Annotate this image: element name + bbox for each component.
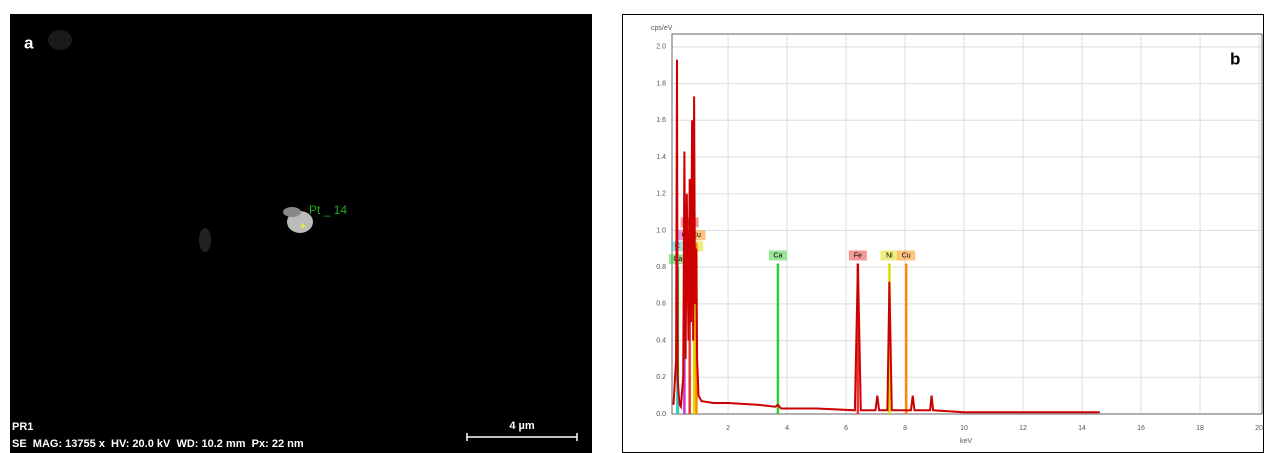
y-tick-label: 1.4 (656, 154, 666, 161)
sample-label: PR1 (12, 421, 33, 433)
element-tag (687, 230, 706, 241)
x-tick-label: 10 (960, 425, 968, 432)
chart-frame (622, 14, 1264, 453)
y-tick-label: 0.0 (656, 411, 666, 418)
x-tick-label: 2 (726, 425, 730, 432)
x-tick-label: 4 (785, 425, 789, 432)
y-tick-label: 1.6 (656, 117, 666, 124)
element-tag (848, 250, 867, 261)
x-tick-label: 20 (1255, 425, 1263, 432)
plot-area (671, 33, 1263, 415)
y-tick-label: 1.2 (656, 191, 666, 198)
y-tick-label: 0.6 (656, 301, 666, 308)
element-label: Ca (773, 252, 782, 259)
y-tick-label: 2.0 (656, 44, 666, 51)
y-tick-label: 1.0 (656, 227, 666, 234)
panel-label: a (24, 33, 34, 52)
point-label: Pt _ 14 (309, 203, 347, 217)
x-tick-label: 12 (1019, 425, 1027, 432)
element-tag (880, 250, 899, 261)
y-tick-label: 0.4 (656, 337, 666, 344)
element-label: Cu (902, 252, 911, 259)
x-tick-label: 8 (903, 425, 907, 432)
scale-bar (466, 433, 578, 441)
particle (199, 228, 211, 252)
x-axis-label: keV (960, 438, 972, 445)
particle (283, 207, 301, 217)
x-tick-label: 16 (1137, 425, 1145, 432)
x-tick-label: 6 (844, 425, 848, 432)
y-axis-label: cps/eV (651, 25, 673, 32)
point-marker: + (299, 219, 306, 233)
plot: 0.0 0.2 0.4 0.6 0.8 1.0 1.2 1.4 1.6 1.8 2.0 2 4 6 8 10 1… (651, 25, 1263, 445)
scale-label: 4 µm (509, 420, 535, 432)
particle (48, 30, 72, 50)
x-tick-label: 14 (1078, 425, 1086, 432)
y-tick-label: 1.8 (656, 80, 666, 87)
x-tick-label: 18 (1196, 425, 1204, 432)
spectrum (672, 59, 1100, 414)
y-tick-label: 0.8 (656, 264, 666, 271)
y-tick-label: 0.2 (656, 374, 666, 381)
element-tag (897, 250, 916, 261)
element-label: Ni (886, 252, 893, 259)
element-label: Fe (854, 252, 862, 259)
panel-label: b (1230, 49, 1240, 68)
sem-info: SE MAG: 13755 x HV: 20.0 kV WD: 10.2 mm … (12, 438, 304, 450)
element-tag (768, 250, 787, 261)
element-label: Cu (692, 232, 701, 239)
sem-image (10, 14, 592, 453)
